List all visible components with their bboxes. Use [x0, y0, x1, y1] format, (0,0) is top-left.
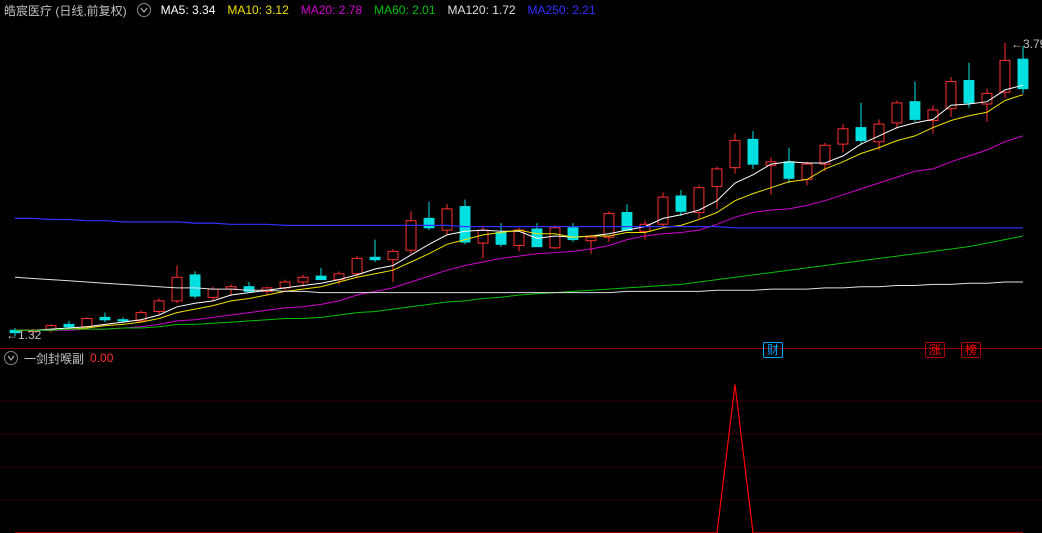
indicator-value: 0.00 [90, 351, 113, 365]
main-header: 皓宸医疗 (日线,前复权) MA5: 3.34 MA10: 3.12 MA20: 2… [4, 2, 608, 18]
collapse-icon[interactable] [137, 3, 151, 17]
ma-legend-item: MA20: 2.78 [301, 3, 362, 17]
ma-legend-item: MA250: 2.21 [528, 3, 596, 17]
collapse-icon[interactable] [4, 351, 18, 365]
stock-title: 皓宸医疗 (日线,前复权) [4, 2, 127, 19]
ma-legend-item: MA120: 1.72 [448, 3, 516, 17]
indicator-chart[interactable] [0, 368, 1042, 533]
ma-legend-item: MA5: 3.34 [161, 3, 216, 17]
chart-container: 皓宸医疗 (日线,前复权) MA5: 3.34 MA10: 3.12 MA20: 2… [0, 0, 1042, 533]
ma-legend: MA5: 3.34 MA10: 3.12 MA20: 2.78 MA60: 2.01 M… [161, 3, 608, 17]
sub-header: 一剑封喉副 0.00 [4, 350, 113, 366]
indicator-title: 一剑封喉副 [24, 350, 84, 367]
candlestick-chart[interactable] [0, 18, 1042, 349]
ma-legend-item: MA10: 3.12 [227, 3, 288, 17]
ma-legend-item: MA60: 2.01 [374, 3, 435, 17]
